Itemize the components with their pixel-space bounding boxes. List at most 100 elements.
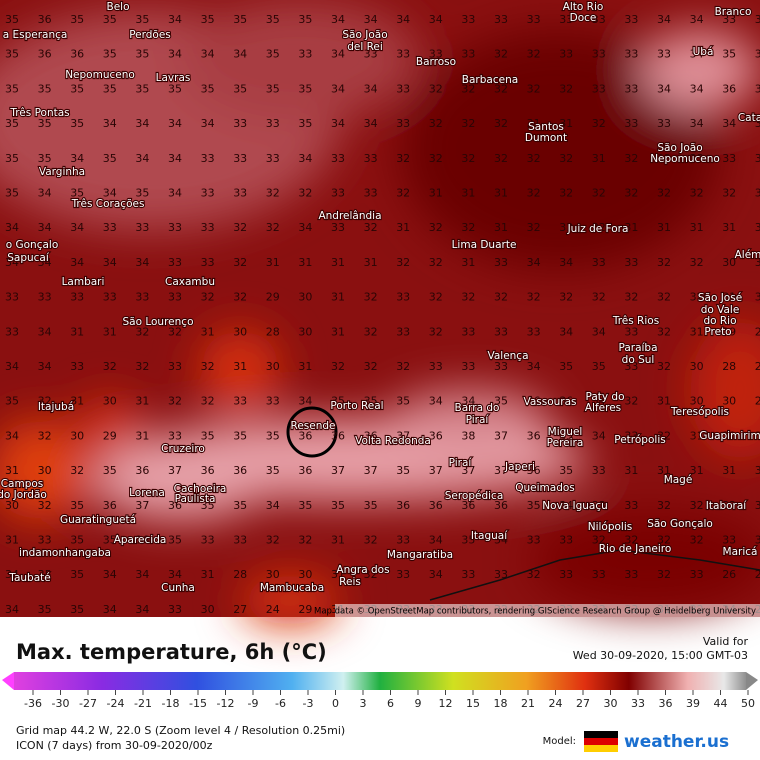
grid-value: 34 [38,187,52,200]
grid-value: 37 [461,464,475,477]
city-label: Queimados [515,482,575,494]
grid-value: 31 [722,464,736,477]
grid-value: 31 [722,221,736,234]
grid-value: 34 [38,360,52,373]
grid-value: 36 [364,429,378,442]
grid-value: 34 [592,325,606,338]
grid-value: 32 [201,395,215,408]
city-label: do Sul [622,354,655,366]
legend-tick-label: -27 [79,697,97,710]
grid-value: 33 [461,360,475,373]
grid-value: 32 [494,48,508,61]
grid-value: 33 [201,152,215,165]
grid-value: 32 [38,499,52,512]
city-label: Três Rios [612,315,659,327]
grid-value: 32 [657,325,671,338]
grid-value: 35 [38,82,52,95]
grid-value: 32 [364,360,378,373]
grid-value: 36 [429,429,443,442]
grid-value: 33 [624,429,638,442]
grid-value: 35 [201,499,215,512]
grid-value: 32 [494,82,508,95]
city-label: do Rio [703,315,736,327]
legend-tick-label: 6 [387,697,394,710]
grid-value: 35 [266,429,280,442]
grid-value: 33 [755,499,760,512]
grid-value: 34 [201,48,215,61]
grid-value: 34 [559,325,573,338]
grid-value: 32 [624,534,638,547]
grid-value: 31 [103,325,117,338]
grid-value: 37 [168,464,182,477]
legend-tick-label: -36 [24,697,42,710]
grid-value: 32 [429,82,443,95]
grid-value: 34 [429,534,443,547]
city-label: Vassouras [523,396,576,408]
grid-value: 33 [168,360,182,373]
city-label: do Vale [701,304,740,316]
grid-value: 31 [201,568,215,581]
city-label: Porto Real [330,400,383,412]
grid-value: 34 [690,13,704,26]
grid-value: 35 [364,395,378,408]
grid-value: 30 [70,429,84,442]
legend-tick-label: -12 [217,697,235,710]
legend-tick-label: 12 [439,697,453,710]
grid-value: 36 [429,499,443,512]
city-label: Petrópolis [614,434,665,446]
grid-value: 35 [103,464,117,477]
grid-value: 33 [592,82,606,95]
grid-value: 33 [559,534,573,547]
city-label: Juiz de Fora [567,223,629,235]
grid-value: 36 [233,464,247,477]
legend-tick-label: 24 [549,697,563,710]
grid-value: 33 [429,48,443,61]
grid-value: 32 [38,429,52,442]
grid-value: 34 [364,13,378,26]
grid-value: 34 [690,82,704,95]
grid-value: 33 [592,499,606,512]
grid-value: 34 [559,499,573,512]
grid-value: 35 [70,117,84,130]
grid-value: 34 [168,48,182,61]
grid-value: 32 [429,325,443,338]
grid-value: 32 [364,534,378,547]
grid-value: 32 [657,187,671,200]
grid-value: 26 [722,568,736,581]
grid-value: 31 [429,187,443,200]
grid-value: 32 [429,152,443,165]
grid-value: 29 [298,603,312,616]
legend-tick-label: 9 [415,697,422,710]
grid-value: 35 [233,429,247,442]
grid-value: 31 [70,325,84,338]
grid-value: 32 [429,256,443,269]
city-label: Sapucaí [7,252,50,264]
grid-value: 32 [396,360,410,373]
grid-value: 32 [527,82,541,95]
city-label: Além [735,249,760,261]
grid-value: 33 [103,221,117,234]
grid-value: 33 [624,256,638,269]
grid-value: 31 [592,152,606,165]
grid-value: 34 [461,395,475,408]
grid-value: 36 [38,48,52,61]
grid-value: 34 [364,82,378,95]
grid-value: 33 [396,48,410,61]
grid-value: 33 [396,325,410,338]
grid-value: 32 [396,187,410,200]
grid-value: 32 [527,152,541,165]
grid-value: 33 [396,568,410,581]
grid-value: 35 [298,82,312,95]
grid-value: 34 [298,395,312,408]
city-label: Lambari [62,276,105,288]
grid-value: 34 [233,48,247,61]
grid-value: 34 [690,48,704,61]
city-label: Perdões [129,29,171,41]
grid-value: 33 [755,152,760,165]
grid-value: 35 [5,48,19,61]
grid-value: 31 [331,291,345,304]
grid-value: 32 [559,152,573,165]
city-label: São João [657,142,702,154]
legend-tick-label: -9 [248,697,259,710]
